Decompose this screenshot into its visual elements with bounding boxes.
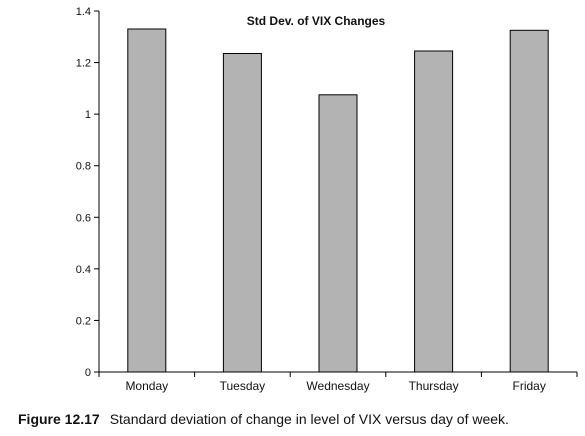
figure-number: Figure 12.17 [18, 411, 100, 427]
chart-title: Std Dev. of VIX Changes [247, 14, 386, 28]
x-tick-label-tuesday: Tuesday [220, 379, 266, 393]
y-tick-label: 1.2 [76, 58, 91, 70]
y-tick-label: 1 [85, 109, 91, 121]
x-tick-label-wednesday: Wednesday [306, 379, 369, 393]
y-tick-label: 0 [85, 367, 91, 379]
plot-area: Monday Tuesday Wednesday Thursday Friday 0 0.2… [76, 6, 578, 393]
y-tick-label: 0.6 [76, 212, 91, 224]
bar-monday [127, 28, 167, 373]
y-tick-label: 0.2 [76, 315, 91, 327]
bar-thursday [414, 50, 454, 373]
bar-friday [509, 29, 549, 373]
bar-wednesday [318, 94, 358, 373]
y-tick-label: 0.4 [76, 264, 91, 276]
x-tick-label-friday: Friday [513, 379, 546, 393]
y-tick-label: 0.8 [76, 161, 91, 173]
x-tick-label-thursday: Thursday [409, 379, 459, 393]
figure-caption: Figure 12.17 Standard deviation of change… [18, 411, 509, 427]
bar-tuesday [222, 53, 262, 373]
bar-chart: Std Dev. of VIX Changes Monday Tuesday Wed… [76, 6, 578, 393]
y-tick-label: 1.4 [76, 6, 91, 18]
caption-text: Standard deviation of change in level of… [109, 411, 509, 427]
x-tick-label-monday: Monday [125, 379, 168, 393]
